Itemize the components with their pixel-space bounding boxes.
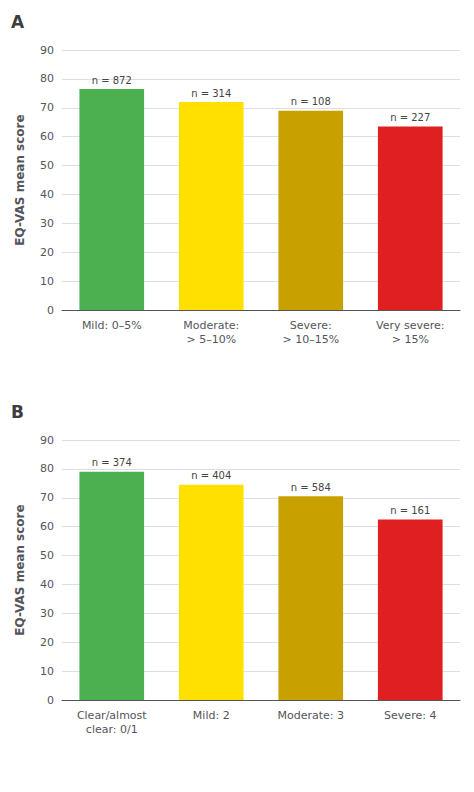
svg-text:EQ-VAS mean score: EQ-VAS mean score: [13, 504, 27, 635]
svg-text:90: 90: [40, 44, 54, 57]
svg-text:Mild: 2: Mild: 2: [193, 709, 230, 722]
svg-text:60: 60: [40, 130, 54, 143]
svg-text:20: 20: [40, 636, 54, 649]
svg-text:Very severe:: Very severe:: [376, 319, 445, 332]
svg-text:n = 404: n = 404: [191, 470, 231, 481]
svg-text:n = 227: n = 227: [390, 112, 430, 123]
svg-text:n = 108: n = 108: [291, 96, 331, 107]
svg-text:> 10–15%: > 10–15%: [282, 333, 339, 346]
svg-text:50: 50: [40, 159, 54, 172]
svg-text:40: 40: [40, 188, 54, 201]
svg-text:> 15%: > 15%: [392, 333, 429, 346]
svg-text:Moderate:: Moderate:: [183, 319, 239, 332]
svg-text:Moderate: 3: Moderate: 3: [277, 709, 344, 722]
svg-text:Severe:: Severe:: [290, 319, 332, 332]
svg-text:clear: 0/1: clear: 0/1: [86, 723, 138, 736]
svg-text:EQ-VAS mean score: EQ-VAS mean score: [13, 114, 27, 245]
svg-text:60: 60: [40, 520, 54, 533]
svg-text:30: 30: [40, 217, 54, 230]
svg-text:B: B: [11, 402, 24, 422]
svg-text:30: 30: [40, 607, 54, 620]
svg-text:80: 80: [40, 462, 54, 475]
svg-text:Clear/almost: Clear/almost: [77, 709, 147, 722]
svg-text:20: 20: [40, 246, 54, 259]
svg-text:n = 374: n = 374: [92, 457, 132, 468]
svg-text:> 5–10%: > 5–10%: [186, 333, 236, 346]
svg-text:90: 90: [40, 434, 54, 447]
svg-text:50: 50: [40, 549, 54, 562]
svg-text:0: 0: [47, 304, 54, 317]
svg-text:A: A: [11, 12, 25, 32]
svg-text:n = 584: n = 584: [291, 482, 331, 493]
svg-text:n = 872: n = 872: [92, 75, 132, 86]
svg-text:10: 10: [40, 665, 54, 678]
svg-text:Severe: 4: Severe: 4: [384, 709, 436, 722]
svg-text:n = 161: n = 161: [390, 505, 430, 516]
svg-text:n = 314: n = 314: [191, 88, 231, 99]
svg-text:70: 70: [40, 101, 54, 114]
svg-text:40: 40: [40, 578, 54, 591]
svg-text:10: 10: [40, 275, 54, 288]
svg-text:0: 0: [47, 694, 54, 707]
svg-text:Mild: 0–5%: Mild: 0–5%: [82, 319, 142, 332]
svg-text:80: 80: [40, 72, 54, 85]
svg-text:70: 70: [40, 491, 54, 504]
